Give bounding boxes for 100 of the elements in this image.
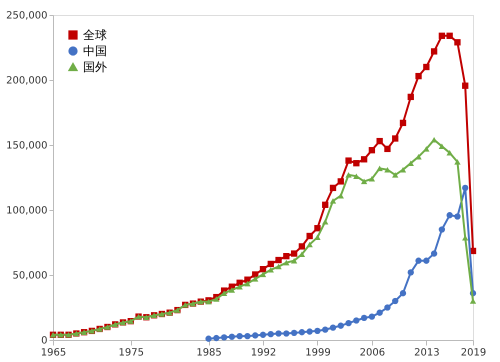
point — [353, 173, 360, 179]
point — [338, 322, 344, 329]
point — [392, 172, 398, 178]
point — [213, 334, 220, 342]
point — [283, 330, 290, 337]
x-tick-label: 1992 — [250, 348, 276, 358]
x-tick-label: 1965 — [40, 348, 66, 358]
point — [384, 146, 391, 152]
point — [400, 120, 406, 126]
point — [298, 251, 306, 257]
point — [415, 258, 422, 264]
y-tick-label: 250,000 — [6, 10, 48, 22]
point — [392, 298, 398, 304]
point — [330, 184, 336, 192]
point — [430, 48, 438, 55]
point — [345, 320, 352, 326]
point — [283, 260, 290, 266]
point — [462, 82, 468, 89]
point — [275, 256, 282, 264]
point — [446, 212, 453, 218]
point — [360, 178, 368, 184]
x-tick-label: 2013 — [414, 348, 440, 358]
x-tick-label: 2006 — [360, 348, 386, 358]
point — [423, 258, 430, 264]
point — [462, 184, 468, 192]
point — [376, 138, 383, 144]
point — [290, 250, 298, 257]
point — [228, 287, 236, 293]
point — [454, 159, 461, 165]
point — [384, 166, 391, 172]
point — [408, 269, 414, 276]
point — [384, 304, 391, 311]
point — [330, 324, 336, 331]
point — [228, 334, 236, 340]
point — [275, 330, 282, 337]
point — [353, 160, 360, 166]
point — [376, 310, 383, 316]
point — [368, 176, 376, 182]
point — [283, 252, 290, 260]
x-tick-label: 2019 — [460, 348, 486, 358]
point — [220, 334, 228, 341]
point — [314, 328, 321, 334]
point — [454, 39, 461, 46]
point — [438, 226, 446, 233]
point — [268, 330, 274, 338]
point — [306, 328, 313, 335]
point — [322, 202, 328, 208]
point — [236, 284, 243, 290]
point — [446, 150, 453, 156]
point — [260, 272, 266, 278]
point — [268, 267, 274, 273]
point — [376, 166, 383, 172]
x-tick-label: 1975 — [118, 348, 144, 358]
point — [345, 157, 352, 164]
point — [360, 314, 368, 322]
point — [244, 280, 251, 286]
point — [400, 166, 406, 172]
y-tick-label: 200,000 — [6, 76, 48, 86]
point — [290, 258, 298, 264]
point — [306, 242, 313, 248]
legend-label: 国外 — [83, 60, 107, 74]
point — [408, 94, 414, 100]
point — [400, 290, 406, 296]
point — [275, 264, 282, 270]
point — [260, 266, 266, 272]
point — [368, 313, 376, 320]
point — [322, 326, 328, 333]
point — [438, 32, 446, 39]
point — [430, 250, 438, 257]
point — [314, 234, 321, 240]
x-tick-label: 1999 — [305, 348, 331, 358]
legend-label: 中国 — [83, 44, 107, 58]
legend-label: 全球 — [83, 28, 107, 42]
point — [252, 276, 258, 282]
point — [330, 198, 336, 204]
point — [298, 243, 306, 250]
point — [260, 332, 266, 338]
y-tick-label: 50,000 — [12, 270, 48, 282]
point — [446, 32, 453, 39]
point — [306, 232, 313, 240]
point — [345, 172, 352, 178]
point — [423, 146, 430, 152]
point — [322, 218, 328, 224]
point — [423, 64, 430, 70]
point — [298, 329, 306, 336]
point — [353, 317, 360, 324]
y-tick-label: 150,000 — [6, 140, 48, 152]
point — [290, 330, 298, 336]
y-tick-label: 100,000 — [6, 206, 48, 216]
point — [205, 336, 212, 342]
point — [454, 213, 461, 220]
point — [415, 72, 422, 80]
point — [314, 225, 321, 232]
point — [268, 260, 274, 268]
point — [368, 147, 376, 154]
point — [392, 135, 398, 142]
y-tick-label: 0 — [41, 336, 48, 346]
point — [252, 332, 258, 339]
x-tick-label: 1985 — [196, 348, 222, 358]
point — [213, 296, 220, 302]
